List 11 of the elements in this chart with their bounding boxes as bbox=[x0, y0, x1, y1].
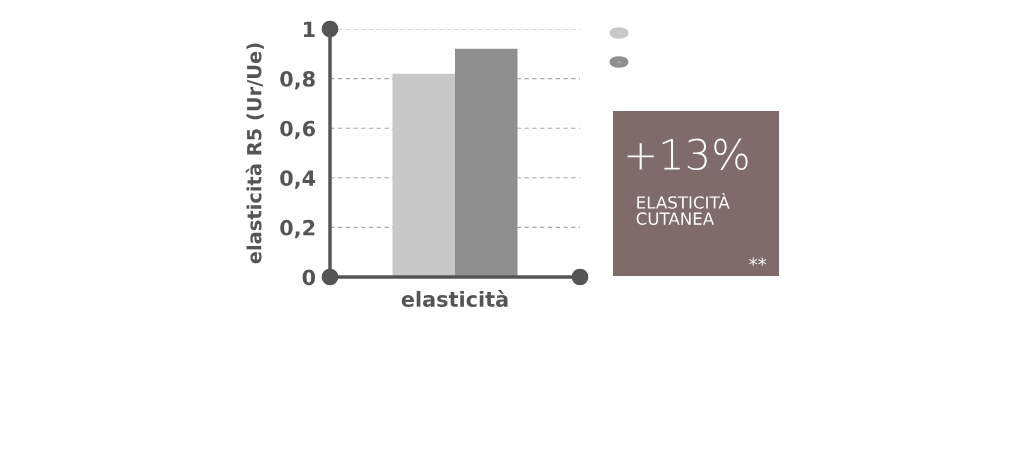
text: ELASTICITÀ CUTANEA bbox=[636, 193, 730, 225]
text: +13% bbox=[627, 138, 748, 171]
y-tick-label: 0,2 bbox=[280, 219, 315, 239]
y-axis-title: elasticità R5 (Ur/Ue) bbox=[245, 43, 264, 264]
text: ** bbox=[749, 257, 767, 266]
y-tick-label: 1 bbox=[303, 21, 315, 37]
y-tick-label: 0,4 bbox=[280, 170, 316, 189]
y-tick-label: 0,8 bbox=[280, 71, 315, 90]
y-tick-label: 0,6 bbox=[280, 120, 315, 140]
y-tick-label: 0 bbox=[302, 269, 316, 286]
x-tick-label: elasticità bbox=[401, 290, 508, 308]
